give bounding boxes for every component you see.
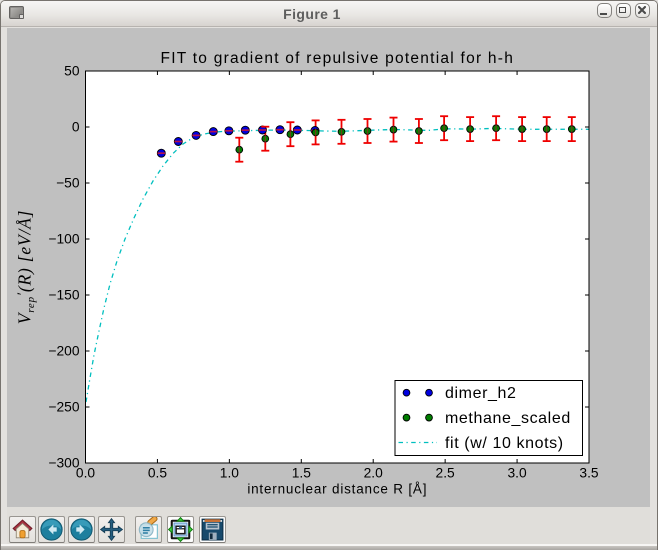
svg-text:−200: −200: [48, 344, 79, 359]
svg-text:0: 0: [72, 120, 80, 135]
svg-text:dimer_h2: dimer_h2: [445, 385, 517, 402]
svg-text:2.0: 2.0: [364, 466, 384, 481]
svg-text:50: 50: [64, 64, 80, 79]
svg-text:internuclear distance R [Å]: internuclear distance R [Å]: [247, 482, 427, 497]
svg-text:methane_scaled: methane_scaled: [445, 410, 571, 427]
svg-text:Vrep′(R) [eV/Å]: Vrep′(R) [eV/Å]: [15, 210, 37, 325]
svg-text:−300: −300: [48, 456, 79, 471]
svg-text:1.5: 1.5: [292, 466, 312, 481]
svg-text:−100: −100: [48, 232, 79, 247]
svg-text:3.0: 3.0: [507, 466, 527, 481]
svg-text:3.5: 3.5: [579, 466, 599, 481]
svg-text:1.0: 1.0: [220, 466, 240, 481]
svg-text:FIT to gradient of repulsive p: FIT to gradient of repulsive potential f…: [160, 50, 514, 67]
svg-text:2.5: 2.5: [436, 466, 456, 481]
svg-text:fit (w/ 10 knots): fit (w/ 10 knots): [445, 435, 564, 452]
svg-text:0.5: 0.5: [148, 466, 168, 481]
svg-text:0.0: 0.0: [76, 466, 96, 481]
svg-text:−250: −250: [48, 400, 79, 415]
svg-text:−50: −50: [56, 176, 80, 191]
svg-text:−150: −150: [48, 288, 79, 303]
